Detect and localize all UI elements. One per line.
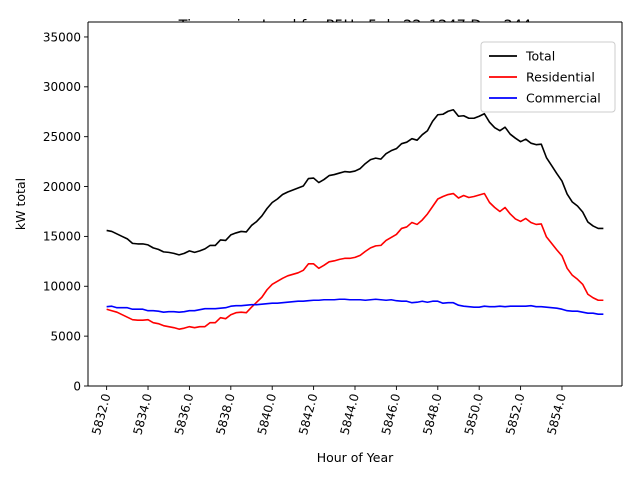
- series-line-commercial: [106, 298, 604, 316]
- y-tick-label: 25000: [43, 130, 81, 144]
- legend-label-commercial: Commercial: [526, 91, 601, 106]
- legend-box: [480, 41, 616, 113]
- y-tick-label: 5000: [50, 329, 81, 343]
- axes-frame: [87, 21, 623, 387]
- y-tick-label: 30000: [43, 80, 81, 94]
- y-tick-label: 0: [73, 379, 81, 393]
- legend-label-residential: Residential: [526, 70, 595, 85]
- series-line-residential: [106, 192, 604, 330]
- legend: Total Residential Commercial: [480, 41, 616, 113]
- series-layer: [106, 108, 604, 330]
- y-tick-label: 10000: [43, 280, 81, 294]
- y-tick-label: 20000: [43, 180, 81, 194]
- legend-label-total: Total: [525, 49, 555, 64]
- y-tick-label: 15000: [43, 230, 81, 244]
- x-axis-label: Hour of Year: [317, 450, 394, 465]
- y-tick-label: 35000: [43, 30, 81, 44]
- y-axis-label: kW total: [13, 178, 28, 230]
- series-line-total: [106, 108, 604, 256]
